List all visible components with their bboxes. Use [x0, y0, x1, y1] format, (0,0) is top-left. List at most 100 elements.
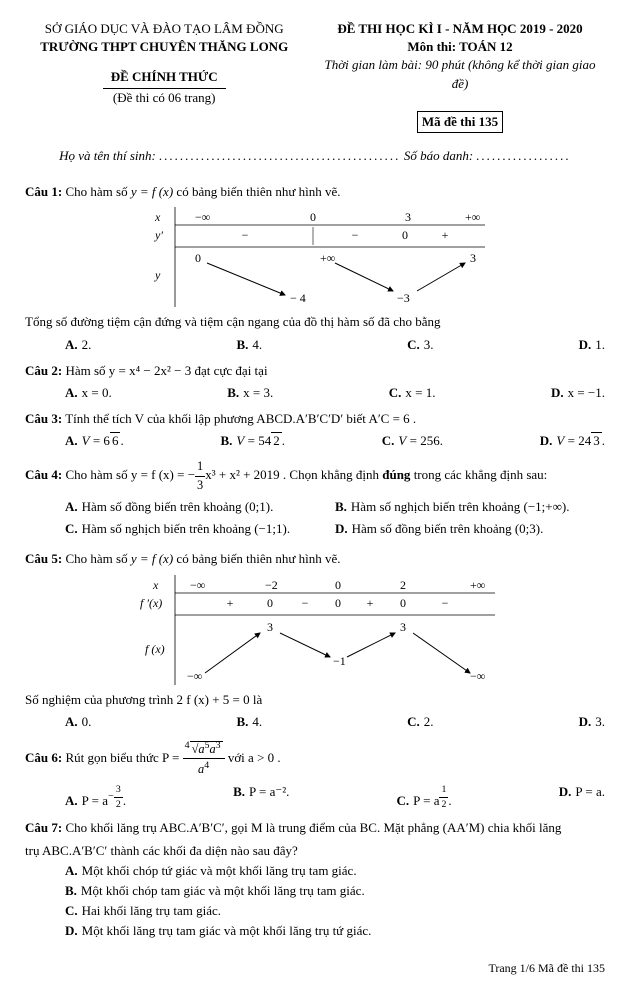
svg-text:0: 0 — [335, 596, 341, 610]
q7-num: Câu 7: — [25, 820, 62, 835]
q6: Câu 6: Rút gọn biểu thức P = 4√a5a3 a4 v… — [25, 739, 605, 779]
name-label: Họ và tên thí sinh: — [59, 148, 156, 163]
q1-opt-d: D.1. — [579, 336, 605, 354]
q1-y-m4: − 4 — [290, 291, 306, 305]
q1-y-label: y — [154, 268, 161, 282]
q7-opt-c: C.Hai khối lăng trụ tam giác. — [65, 902, 605, 920]
q1: Câu 1: Cho hàm số y = f (x) có bảng biến… — [25, 183, 605, 201]
pages-note: (Đề thi có 06 trang) — [25, 89, 303, 107]
q5-text-b: có bảng biến thiên như hình vẽ. — [176, 551, 340, 566]
q4-opt-b: B.Hàm số nghịch biến trên khoảng (−1;+∞)… — [335, 498, 605, 516]
svg-text:+∞: +∞ — [470, 578, 485, 592]
q6-opts: A.P = a−32. B.P = a⁻². C.P = a12. D.P = … — [65, 783, 605, 812]
q1-opt-a: A.2. — [65, 336, 91, 354]
official-label: ĐỀ CHÍNH THỨC — [103, 68, 226, 88]
q4-opt-c: C.Hàm số nghịch biến trên khoảng (−1;1). — [65, 520, 335, 538]
q2-opt-c: C.x = 1. — [389, 384, 436, 402]
q1-y-3: 3 — [470, 251, 476, 265]
q4-opt-d: D.Hàm số đồng biến trên khoảng (0;3). — [335, 520, 605, 538]
q2-text: Hàm số y = x⁴ − 2x² − 3 đạt cực đại tại — [65, 363, 267, 378]
q3-opt-b: B.V = 542. — [221, 432, 285, 450]
q1-x-ninf: −∞ — [195, 210, 210, 224]
q5-opt-d: D.3. — [579, 713, 605, 731]
q5-chart: x −∞ −2 0 2 +∞ f ′(x) + 0 − 0 + 0 − f (x… — [25, 575, 605, 685]
header: SỞ GIÁO DỤC VÀ ĐÀO TẠO LÂM ĐỒNG TRƯỜNG T… — [25, 20, 605, 133]
svg-text:−∞: −∞ — [470, 669, 485, 683]
q2-opts: A.x = 0. B.x = 3. C.x = 1. D.x = −1. — [65, 384, 605, 402]
q7-line2: trụ ABC.A′B′C′ thành các khối đa diện nà… — [25, 842, 605, 860]
q6-text-a: Rút gọn biểu thức P = — [65, 750, 182, 765]
svg-text:−1: −1 — [333, 654, 346, 668]
q5-fp-label: f ′(x) — [140, 596, 162, 610]
q1-opt-b: B.4. — [236, 336, 262, 354]
q1-x-3: 3 — [405, 210, 411, 224]
q5-x-label: x — [152, 578, 159, 592]
q4-text-c: trong các khẳng định sau: — [410, 467, 547, 482]
q1-yp-label: y′ — [154, 228, 163, 242]
q6-text-b: với a > 0 . — [228, 750, 281, 765]
q4-text-a: Cho hàm số y = f (x) = − — [65, 467, 195, 482]
page-footer: Trang 1/6 Mã đề thi 135 — [25, 960, 605, 977]
q1-num: Câu 1: — [25, 184, 62, 199]
q3-opts: A.V = 66. B.V = 542. C.V = 256. D.V = 24… — [65, 432, 605, 450]
svg-text:−∞: −∞ — [190, 578, 205, 592]
q1-y-0: 0 — [195, 251, 201, 265]
q1-yp-0: 0 — [402, 228, 408, 242]
svg-text:0: 0 — [400, 596, 406, 610]
q4-opt-a: A.Hàm số đồng biến trên khoảng (0;1). — [65, 498, 335, 516]
q1-eq: y = f (x) — [131, 184, 173, 199]
q1-opts: A.2. B.4. C.3. D.1. — [65, 336, 605, 354]
exam-title: ĐỀ THI HỌC KÌ I - NĂM HỌC 2019 - 2020 — [315, 20, 605, 38]
q5-eq: y = f (x) — [131, 551, 173, 566]
q5-opt-a: A.0. — [65, 713, 91, 731]
q5-post: Số nghiệm của phương trình 2 f (x) + 5 =… — [25, 691, 605, 709]
exam-code: Mã đề thi 135 — [417, 111, 503, 133]
svg-text:3: 3 — [400, 620, 406, 634]
q3-opt-c: C.V = 256. — [382, 432, 443, 450]
q1-yp-m1: − — [242, 228, 249, 242]
name-dots: ........................................… — [159, 148, 401, 163]
svg-text:−: − — [442, 596, 449, 610]
svg-text:−: − — [302, 596, 309, 610]
q3-num: Câu 3: — [25, 411, 62, 426]
q1-x-0: 0 — [310, 210, 316, 224]
q2-opt-d: D.x = −1. — [551, 384, 605, 402]
q5-num: Câu 5: — [25, 551, 62, 566]
q7-line1: Cho khối lăng trụ ABC.A′B′C′, gọi M là t… — [65, 820, 561, 835]
q5-opt-b: B.4. — [236, 713, 262, 731]
q4-text-b: x³ + x² + 2019 . Chọn khẳng định — [205, 467, 382, 482]
q6-frac: 4√a5a3 a4 — [183, 739, 225, 779]
svg-text:0: 0 — [267, 596, 273, 610]
time-note: Thời gian làm bài: 90 phút (không kể thờ… — [315, 56, 605, 92]
signin-row: Họ và tên thí sinh: ....................… — [25, 147, 605, 165]
svg-text:2: 2 — [400, 578, 406, 592]
q6-num: Câu 6: — [25, 750, 62, 765]
q3-text: Tính thể tích V của khối lập phương ABCD… — [65, 411, 416, 426]
q6-opt-b: B.P = a⁻². — [233, 783, 289, 812]
svg-text:−2: −2 — [265, 578, 278, 592]
q7: Câu 7: Cho khối lăng trụ ABC.A′B′C′, gọi… — [25, 819, 605, 837]
q1-yp-m2: − — [352, 228, 359, 242]
q5-opt-c: C.2. — [407, 713, 433, 731]
q1-chart: x −∞ 0 3 +∞ y′ − − 0 + y 0 +∞ 3 − 4 −3 — [25, 207, 605, 307]
q5-text-a: Cho hàm số — [65, 551, 130, 566]
q3: Câu 3: Tính thể tích V của khối lập phươ… — [25, 410, 605, 428]
q7-opt-a: A.Một khối chóp tứ giác và một khối lăng… — [65, 862, 605, 880]
q1-y-m3: −3 — [397, 291, 410, 305]
q6-opt-d: D.P = a. — [559, 783, 605, 812]
q3-opt-d: D.V = 243. — [540, 432, 605, 450]
q3-opt-a: A.V = 66. — [65, 432, 124, 450]
q6-opt-c: C.P = a12. — [396, 783, 451, 812]
q1-post: Tổng số đường tiệm cận đứng và tiệm cận … — [25, 313, 605, 331]
header-left: SỞ GIÁO DỤC VÀ ĐÀO TẠO LÂM ĐỒNG TRƯỜNG T… — [25, 20, 303, 133]
q4: Câu 4: Cho hàm số y = f (x) = −13x³ + x²… — [25, 458, 605, 494]
q1-text-a: Cho hàm số — [65, 184, 130, 199]
q1-text-b: có bảng biến thiên như hình vẽ. — [176, 184, 340, 199]
q7-opt-b: B.Một khối chóp tam giác và một khối lăn… — [65, 882, 605, 900]
q6-opt-a: A.P = a−32. — [65, 783, 126, 812]
q2-opt-a: A.x = 0. — [65, 384, 112, 402]
svg-text:+: + — [227, 596, 234, 610]
q5-opts: A.0. B.4. C.2. D.3. — [65, 713, 605, 731]
svg-text:3: 3 — [267, 620, 273, 634]
q2: Câu 2: Hàm số y = x⁴ − 2x² − 3 đạt cực đ… — [25, 362, 605, 380]
